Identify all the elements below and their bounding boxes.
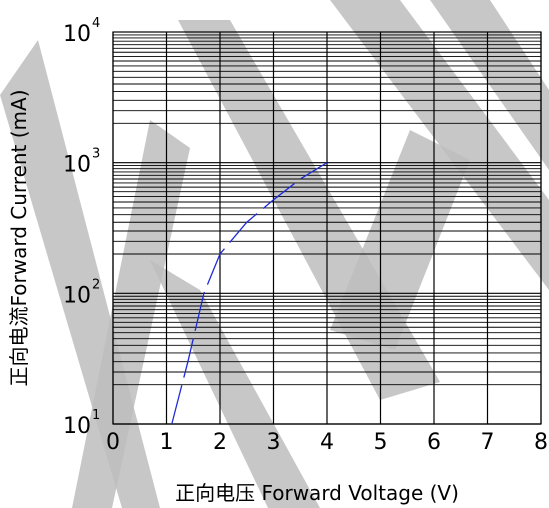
- y-tick-base: 10: [63, 22, 91, 47]
- series-group: [171, 162, 328, 425]
- x-tick-label: 3: [267, 430, 281, 455]
- y-axis-label: 正向电流Forward Current (mA): [7, 89, 31, 386]
- x-tick-label: 7: [481, 430, 495, 455]
- x-tick-label: 2: [213, 430, 227, 455]
- x-tick-label: 1: [160, 430, 174, 455]
- y-tick-base: 10: [63, 283, 91, 308]
- y-tick-label: 10 2: [63, 277, 100, 308]
- y-tick-exponent: 2: [92, 277, 100, 292]
- watermark-band: [150, 260, 320, 508]
- watermark-band: [330, 130, 470, 350]
- y-tick-base: 10: [63, 414, 91, 439]
- x-tick-label: 8: [534, 430, 548, 455]
- x-tick-label: 5: [374, 430, 388, 455]
- grid: [112, 32, 542, 425]
- y-tick-exponent: 4: [92, 16, 100, 31]
- series-line: [171, 162, 328, 425]
- y-tick-exponent: 3: [92, 147, 100, 162]
- x-tick-label: 4: [320, 430, 334, 455]
- plot-frame: [112, 31, 542, 425]
- x-tick-label: 0: [106, 430, 120, 455]
- x-tick-label: 6: [427, 430, 441, 455]
- y-tick-exponent: 1: [92, 408, 100, 423]
- y-tick-label: 10 3: [63, 147, 100, 178]
- watermark-band: [430, 0, 549, 170]
- y-tick-label: 10 1: [63, 408, 100, 439]
- y-tick-label: 10 4: [63, 16, 100, 47]
- x-tick-labels: 0 1 2 3 4 5 6 7 8: [106, 430, 548, 455]
- x-axis-label: 正向电压 Forward Voltage (V): [175, 481, 459, 505]
- y-tick-base: 10: [63, 153, 91, 178]
